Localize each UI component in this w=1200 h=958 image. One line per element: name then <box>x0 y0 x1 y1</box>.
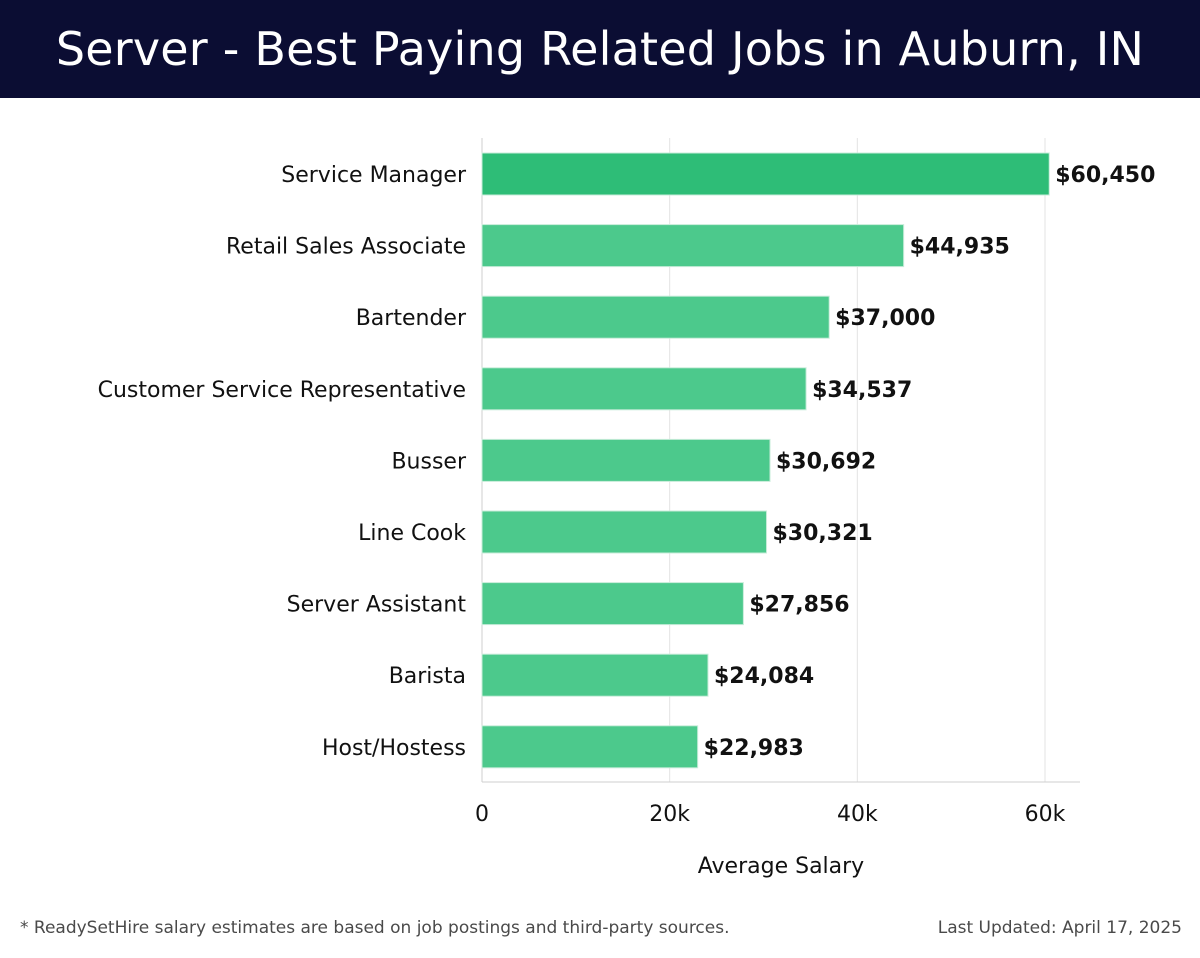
category-label: Busser <box>391 449 466 474</box>
category-label: Server Assistant <box>287 593 467 618</box>
value-label: $37,000 <box>835 306 935 331</box>
x-tick-label: 60k <box>1025 802 1066 827</box>
bar <box>481 510 768 554</box>
bar <box>481 653 709 697</box>
value-label: $44,935 <box>910 235 1010 260</box>
value-label: $24,084 <box>714 664 814 689</box>
bar <box>481 295 830 339</box>
chart-header: Server - Best Paying Related Jobs in Aub… <box>0 0 1200 98</box>
source-note: * ReadySetHire salary estimates are base… <box>20 918 730 938</box>
category-label: Line Cook <box>358 521 466 546</box>
category-label: Bartender <box>356 306 467 331</box>
x-tick-label: 40k <box>837 802 878 827</box>
bar <box>481 725 699 769</box>
category-label: Host/Hostess <box>322 736 466 761</box>
value-label: $34,537 <box>812 378 912 403</box>
category-label: Service Manager <box>281 163 467 188</box>
bar <box>481 582 744 626</box>
x-axis-title: Average Salary <box>698 854 864 879</box>
x-tick-label: 0 <box>475 802 489 827</box>
value-label: $27,856 <box>749 593 849 618</box>
category-label: Retail Sales Associate <box>226 235 466 260</box>
bar <box>481 367 807 411</box>
bar <box>481 224 905 268</box>
category-label: Customer Service Representative <box>98 378 466 403</box>
value-label: $30,692 <box>776 449 876 474</box>
value-label: $22,983 <box>704 736 804 761</box>
value-label: $30,321 <box>773 521 873 546</box>
category-label: Barista <box>389 664 466 689</box>
bar <box>481 152 1050 196</box>
bar <box>481 438 771 482</box>
chart-title: Server - Best Paying Related Jobs in Aub… <box>55 22 1145 76</box>
x-tick-label: 20k <box>649 802 690 827</box>
last-updated: Last Updated: April 17, 2025 <box>937 918 1182 938</box>
value-label: $60,450 <box>1055 163 1155 188</box>
